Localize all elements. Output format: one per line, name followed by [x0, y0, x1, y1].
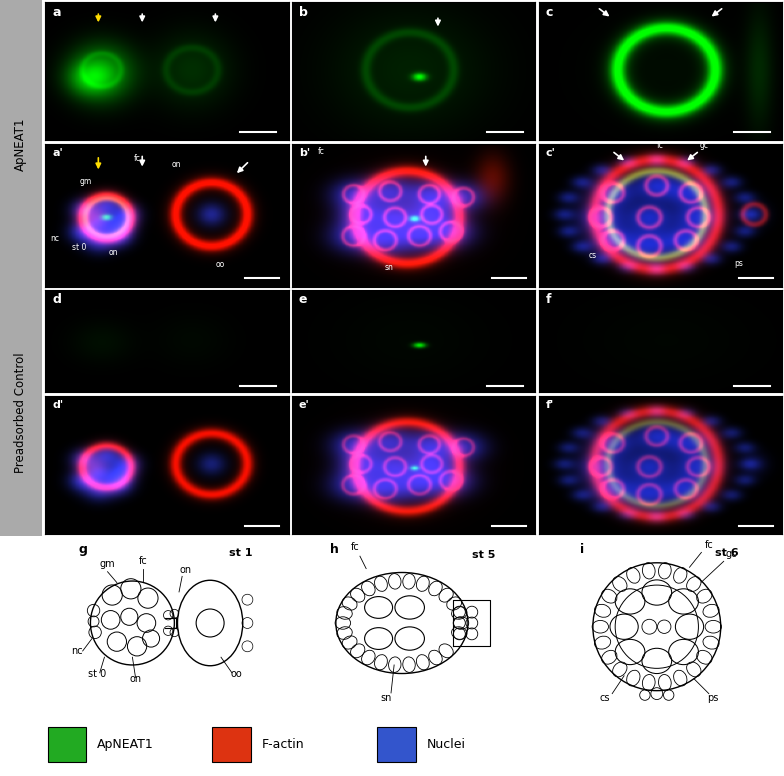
Text: g: g: [79, 542, 88, 556]
Text: Preadsorbed Control: Preadsorbed Control: [14, 352, 27, 473]
FancyBboxPatch shape: [212, 727, 251, 762]
Text: nc: nc: [71, 646, 82, 656]
Text: st 0: st 0: [88, 670, 106, 680]
Text: on: on: [108, 248, 118, 258]
Text: f': f': [546, 400, 554, 410]
Text: cs: cs: [600, 693, 610, 703]
Text: e: e: [299, 293, 307, 307]
Text: d: d: [52, 293, 61, 307]
Text: c': c': [546, 148, 556, 158]
Text: gm: gm: [80, 177, 93, 185]
Text: F-actin: F-actin: [262, 738, 304, 751]
Text: fc: fc: [705, 540, 713, 550]
Text: sn: sn: [381, 693, 392, 703]
Text: ps: ps: [708, 693, 719, 703]
FancyBboxPatch shape: [377, 727, 416, 762]
Text: Nuclei: Nuclei: [426, 738, 466, 751]
Text: nc: nc: [50, 234, 59, 243]
Text: gm: gm: [100, 559, 115, 569]
Text: fc: fc: [351, 542, 360, 552]
Text: cs: cs: [588, 251, 597, 260]
Text: on: on: [172, 160, 181, 168]
Text: a: a: [52, 5, 60, 19]
Text: sn: sn: [385, 263, 394, 272]
Text: gc: gc: [725, 549, 737, 559]
Text: ps: ps: [734, 258, 743, 268]
Text: fc: fc: [134, 154, 141, 163]
Text: fc: fc: [139, 556, 147, 566]
Text: ApNEAT1: ApNEAT1: [97, 738, 154, 751]
Text: oo: oo: [230, 670, 242, 680]
Text: st 1: st 1: [229, 549, 252, 559]
Text: oo: oo: [216, 260, 225, 269]
Text: fc: fc: [318, 147, 325, 156]
Text: b': b': [299, 148, 310, 158]
Text: a': a': [52, 148, 63, 158]
Text: st 5: st 5: [472, 550, 495, 560]
Text: c: c: [546, 5, 554, 19]
Text: on: on: [129, 674, 142, 684]
Text: b: b: [299, 5, 308, 19]
Text: on: on: [180, 565, 191, 575]
Text: fc: fc: [657, 141, 664, 150]
Text: gc: gc: [700, 141, 709, 150]
Text: e': e': [299, 400, 310, 410]
FancyBboxPatch shape: [48, 727, 86, 762]
Text: st 6: st 6: [715, 548, 739, 558]
Text: d': d': [52, 400, 64, 410]
Text: h: h: [329, 542, 339, 556]
Text: f: f: [546, 293, 551, 307]
Text: i: i: [580, 542, 584, 556]
Text: ApNEAT1: ApNEAT1: [14, 117, 27, 171]
Text: st 0: st 0: [71, 243, 86, 251]
